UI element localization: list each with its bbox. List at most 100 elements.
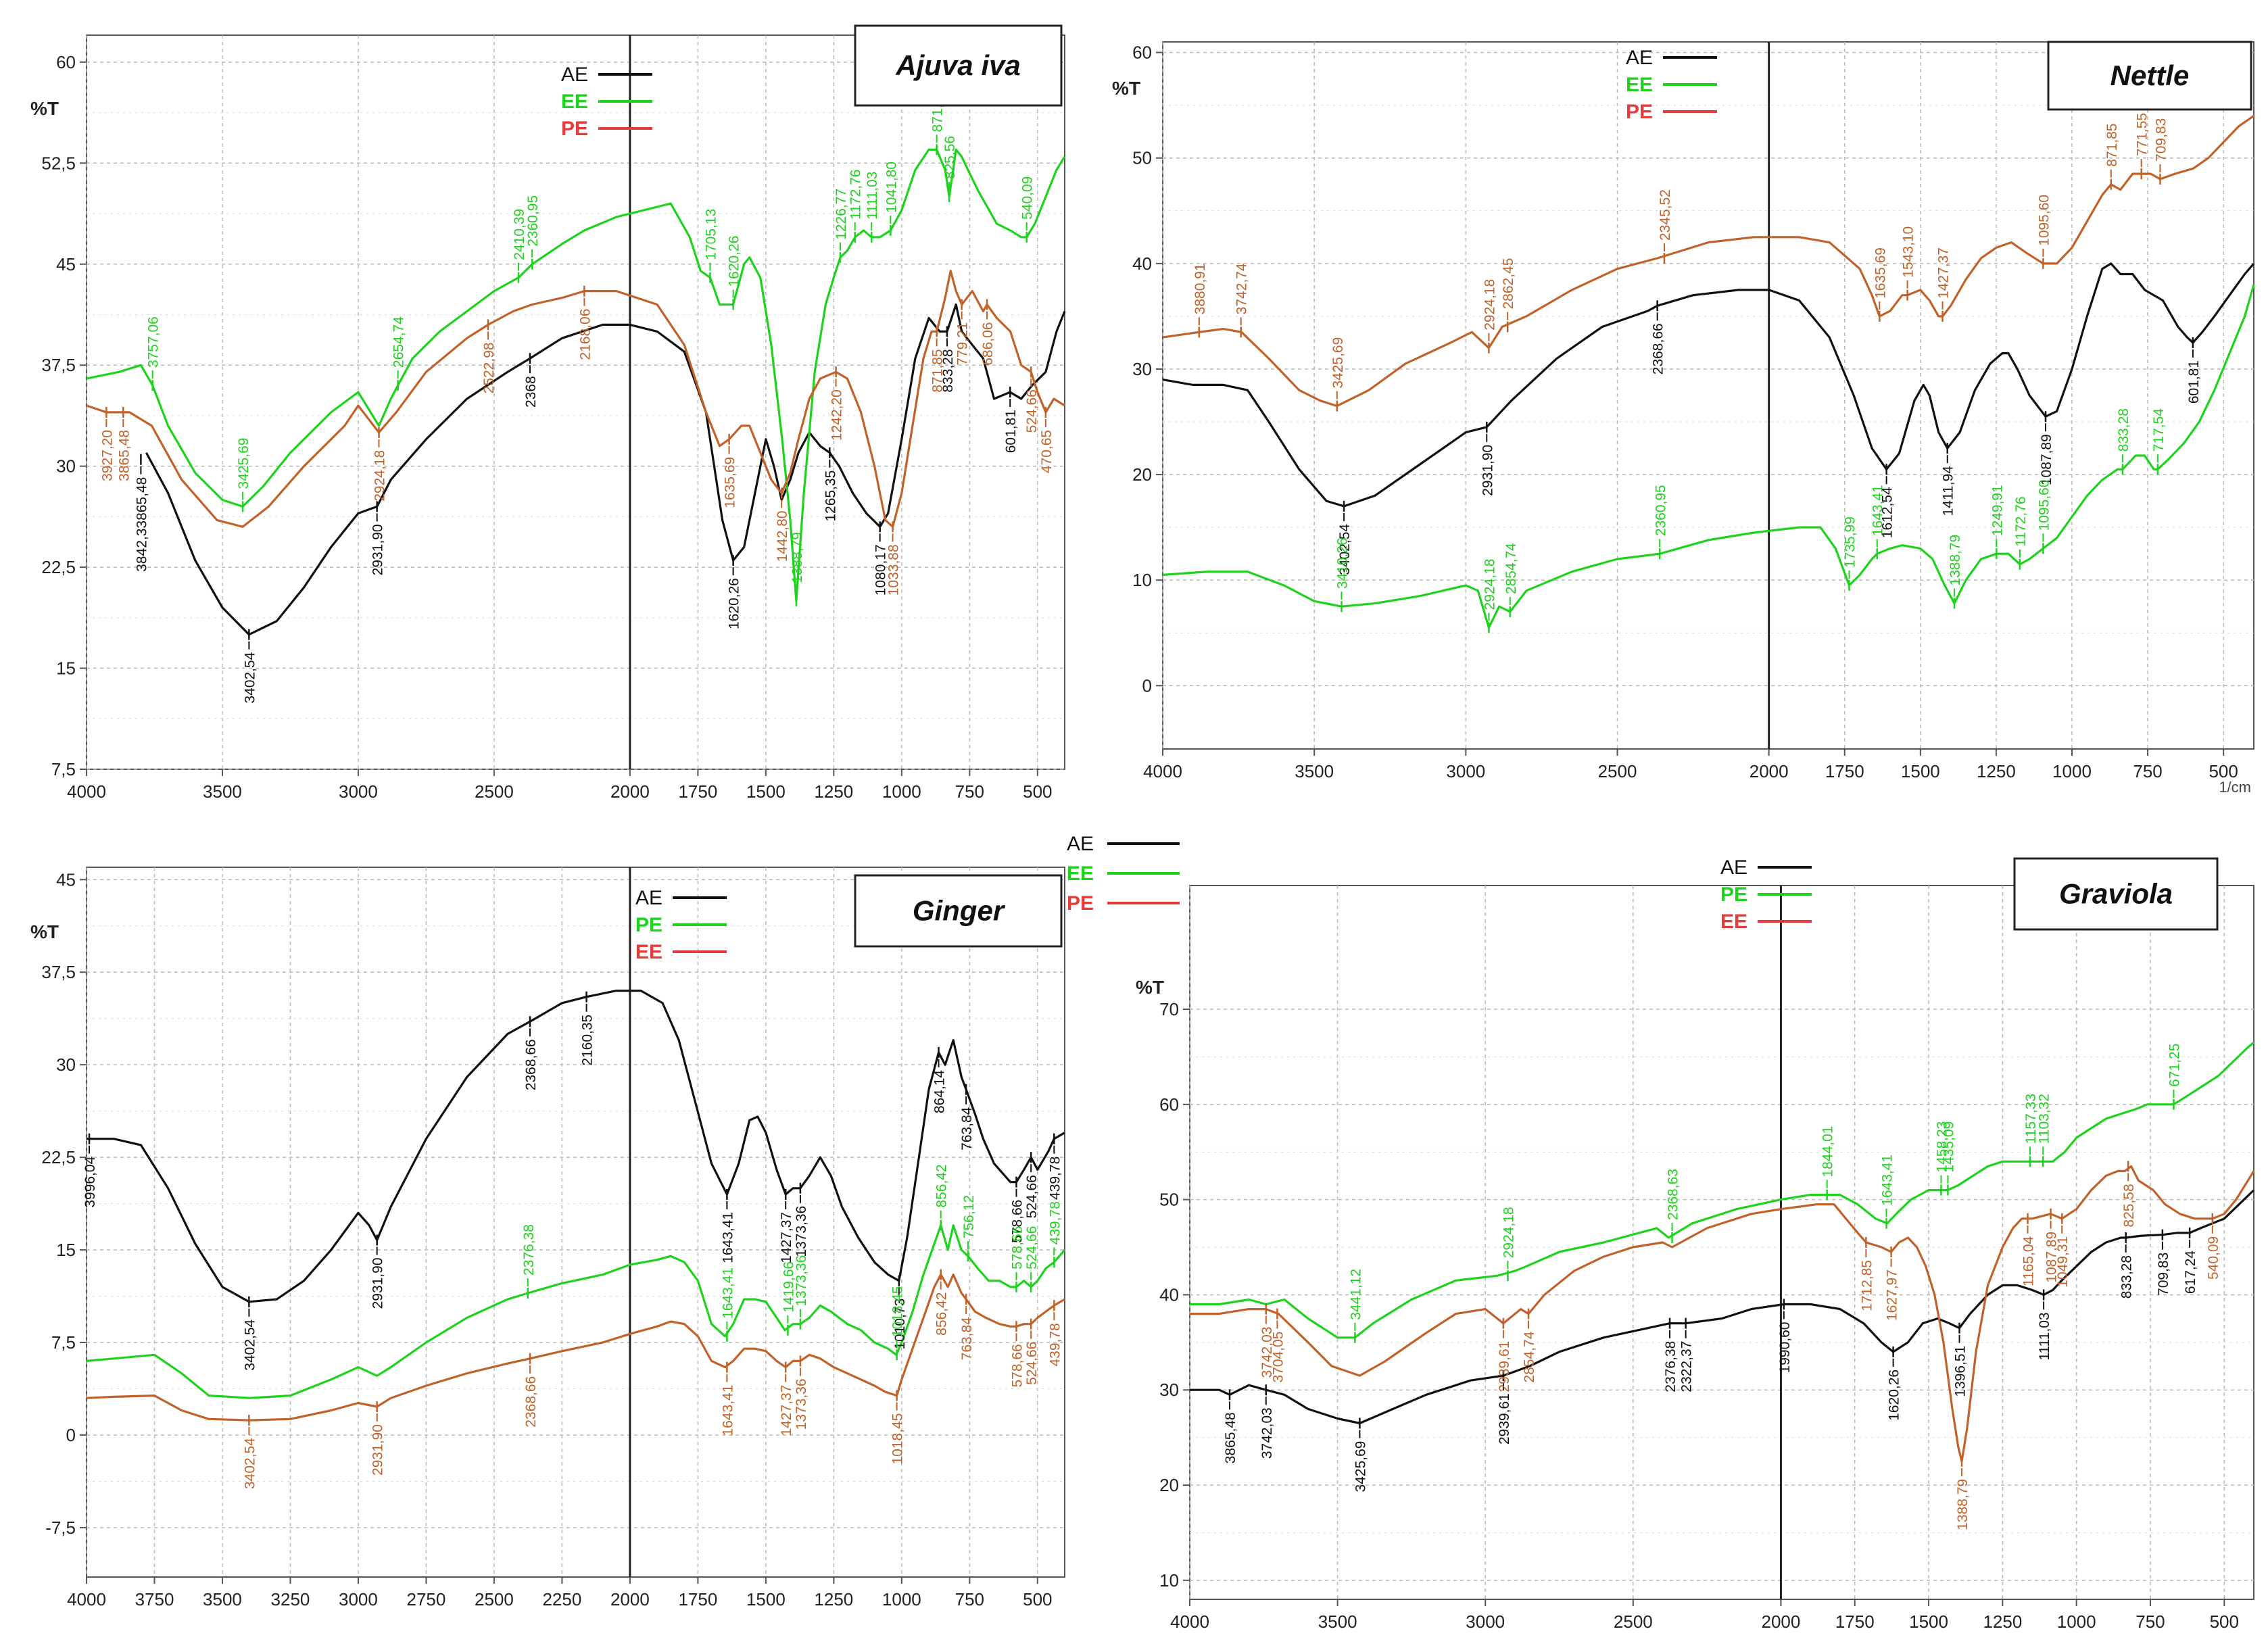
peak-label: 1080,17 (873, 544, 889, 596)
y-axis-label: %T (1112, 78, 1140, 99)
peak-label: 1388,79 (1955, 1479, 1971, 1530)
x-tick-label: 3000 (339, 1589, 378, 1609)
y-axis-label: %T (30, 921, 59, 942)
y-tick-label: 0 (66, 1425, 76, 1445)
peak-label: 3402,54 (1337, 524, 1353, 575)
peak-label: 1111,03 (2037, 1312, 2052, 1360)
peak-label: 3865,48 (116, 430, 132, 481)
peak-label: 1373,36 (794, 1378, 809, 1430)
peak-label: 2854,74 (1503, 543, 1519, 594)
peak-label: 2939,61 (1497, 1393, 1512, 1445)
peak-label: 2854,74 (1522, 1331, 1537, 1382)
peak-label: 709,83 (2156, 1253, 2171, 1296)
y-tick-label: 37,5 (41, 355, 76, 375)
peak-label: 2924,18 (1482, 279, 1497, 331)
series-line-ae (1190, 1189, 2255, 1425)
y-tick-label: 30 (56, 456, 76, 477)
peak-label: 717,54 (2151, 408, 2167, 452)
peak-label: 771,55 (2135, 113, 2150, 156)
series-line-pe (86, 270, 1065, 528)
y-tick-label: 22,5 (41, 557, 76, 577)
legend-label: PE (1626, 101, 1653, 123)
peak-label: 524,66 (1024, 389, 1040, 433)
y-tick-label: 15 (56, 658, 76, 679)
series-line-ae (145, 303, 1066, 636)
peak-label: 3757,06 (146, 316, 162, 368)
peak-label: 2368,66 (1651, 323, 1666, 374)
peak-label: 1165,04 (2021, 1236, 2037, 1286)
x-tick-label: 1250 (1983, 1611, 2022, 1632)
y-tick-label: 60 (56, 52, 76, 72)
peak-label: 1041,80 (884, 162, 899, 213)
legend-label: PE (1720, 883, 1747, 906)
legend-label: AE (1720, 856, 1747, 879)
y-tick-label: 40 (1159, 1284, 1179, 1305)
peak-label: 1249,91 (1989, 485, 2005, 536)
x-tick-label: 1250 (1977, 761, 2016, 781)
peak-label: 3742,74 (1234, 263, 1250, 314)
x-tick-label: 2500 (475, 1589, 514, 1609)
peak-label: 1172,76 (2013, 496, 2029, 546)
x-tick-label: 3500 (203, 1589, 242, 1609)
axis-unit-fragment: 1/cm (2219, 779, 2251, 796)
peak-label: 2924,18 (372, 450, 387, 502)
y-tick-label: 37,5 (41, 962, 76, 982)
peak-label: 864,14 (932, 1070, 947, 1114)
peak-label: 540,09 (1020, 176, 1036, 220)
y-tick-label: 60 (1159, 1094, 1179, 1115)
peak-label: 763,84 (959, 1317, 975, 1361)
legend-label: EE (1626, 74, 1653, 96)
peak-label: 1419,66 (781, 1261, 796, 1313)
x-tick-label: 750 (2136, 1611, 2165, 1632)
peak-label: 671,25 (2167, 1044, 2183, 1087)
x-tick-label: 1750 (678, 1589, 717, 1609)
peak-label: 3927,20 (99, 430, 115, 481)
peak-label: 3742,03 (1259, 1327, 1275, 1378)
peak-label: 1157,33 (2023, 1094, 2039, 1144)
x-tick-label: 500 (2210, 1611, 2239, 1632)
peak-label: 1396,51 (1953, 1346, 1969, 1397)
panel-graviola: 4000 3500 3000 2500 2000 1750 1500 1250 1000 750 5… (1136, 856, 2255, 1632)
peak-label: 709,83 (2153, 118, 2169, 162)
peak-label: 2654,74 (391, 316, 407, 368)
peak-label: 1049,31 (2055, 1236, 2071, 1288)
x-tick-label: 1500 (1909, 1611, 1948, 1632)
peak-label: 2168,06 (577, 309, 593, 360)
peak-label: 1033,88 (886, 544, 902, 596)
peak-label: 3425,69 (1330, 337, 1346, 389)
x-tick-label: 1500 (1901, 761, 1940, 781)
series-line-ae (1162, 262, 2255, 508)
peak-label: 1627,97 (1885, 1269, 1900, 1321)
x-tick-label: 3000 (1466, 1611, 1505, 1632)
x-tick-label: 1250 (814, 781, 853, 802)
stray-legend-label: EE (1067, 863, 1094, 885)
peak-label: 1620,26 (727, 236, 742, 287)
peak-label: 2360,95 (1653, 485, 1668, 536)
peak-label: 2939,61 (1497, 1341, 1512, 1392)
peak-label: 578,66 (1009, 1200, 1025, 1243)
panel-title: Ginger (913, 895, 1006, 927)
peak-label: 1643,41 (720, 1385, 735, 1436)
peak-label: 2931,90 (370, 1257, 386, 1309)
peak-label: 439,78 (1047, 1157, 1063, 1200)
peak-label: 2345,52 (1658, 189, 1673, 241)
peak-label: 3704,05 (1270, 1332, 1286, 1383)
peak-label: 871,85 (930, 349, 946, 392)
peak-label: 1388,79 (790, 532, 805, 583)
x-tick-label: 750 (955, 1589, 984, 1609)
stray-legend-label: AE (1067, 833, 1094, 855)
peak-label: 2862,45 (1501, 258, 1516, 310)
panel-title-box (2047, 41, 2252, 111)
peak-label: 3880,91 (1192, 263, 1208, 314)
peak-label: 1095,60 (2036, 195, 2052, 246)
x-tick-label: 4000 (67, 781, 106, 802)
panel-title: Nettle (2110, 59, 2190, 91)
peak-label: 439,78 (1047, 1201, 1063, 1244)
y-tick-label: 10 (1132, 570, 1152, 590)
peak-label: 601,81 (1003, 410, 1019, 453)
x-tick-label: 500 (2209, 761, 2238, 781)
x-tick-label: 1750 (678, 781, 717, 802)
peak-label: 1427,37 (779, 1212, 794, 1263)
peak-label: 470,65 (1039, 430, 1055, 473)
peak-label: 3402,54 (242, 652, 258, 703)
